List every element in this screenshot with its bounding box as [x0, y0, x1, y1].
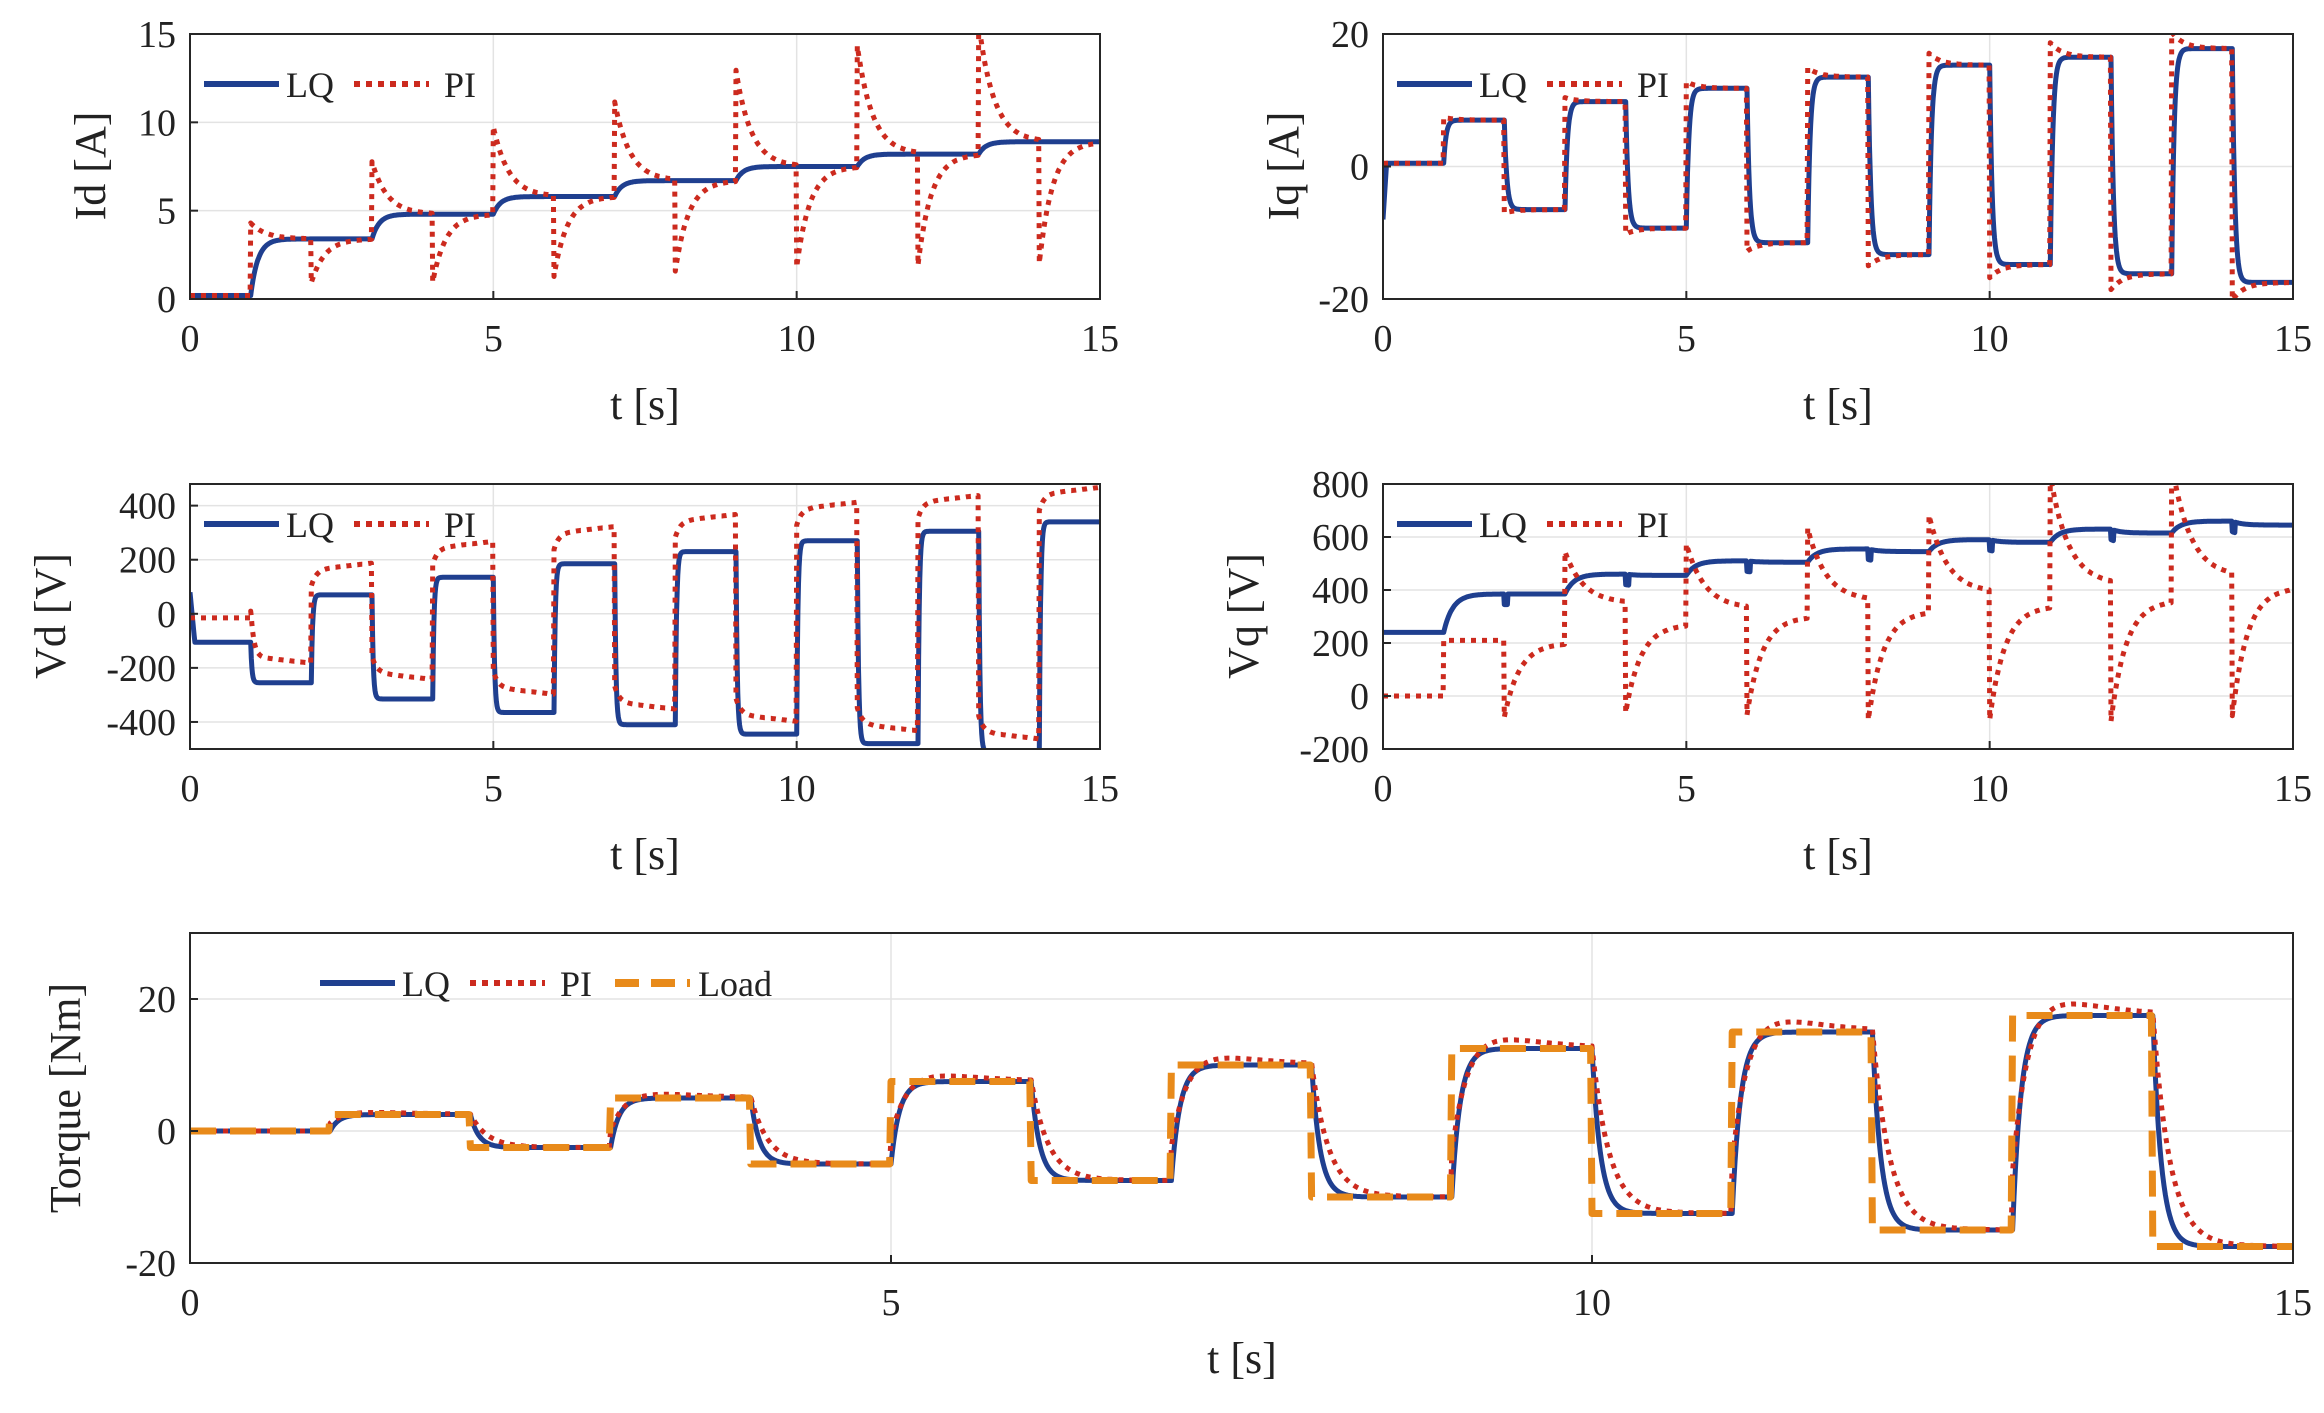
y-tick-label: -20: [1318, 279, 1369, 321]
y-axis-label: Torque [Nm]: [41, 983, 90, 1213]
legend-lq-label: LQ: [286, 65, 334, 105]
legend-pi-label: PI: [444, 505, 476, 545]
series-pi-line: [190, 1001, 2293, 1249]
x-tick-label: 5: [484, 318, 503, 360]
y-tick-label: 0: [157, 1111, 176, 1153]
x-axis-label: t [s]: [1803, 830, 1873, 879]
x-tick-label: 15: [2274, 768, 2312, 810]
x-tick-label: 10: [1971, 318, 2009, 360]
x-tick-label: 5: [882, 1282, 901, 1324]
x-axis-label: t [s]: [1207, 1334, 1277, 1383]
panel-id: 0 5 10 15 0 5 10 15 LQ PI Id [A] t [s]: [66, 14, 1119, 429]
series-pi-line: [1383, 484, 2293, 724]
y-tick-label: 5: [157, 191, 176, 233]
x-tick-label: 10: [1971, 768, 2009, 810]
y-tick-label: 400: [119, 486, 176, 528]
y-tick-label: 0: [1350, 676, 1369, 718]
x-axis-label: t [s]: [610, 380, 680, 429]
series-load-line: [190, 1012, 2293, 1250]
y-tick-label: -400: [106, 702, 176, 744]
series-pi-line: [1383, 34, 2293, 299]
x-tick-label: 5: [484, 768, 503, 810]
legend-lq-label: LQ: [286, 505, 334, 545]
legend-pi-label: PI: [560, 964, 592, 1004]
x-tick-label: 0: [1374, 768, 1393, 810]
y-tick-label: 0: [157, 594, 176, 636]
x-tick-label: 0: [181, 1282, 200, 1324]
y-axis-label: Vd [V]: [26, 553, 75, 679]
y-tick-label: -20: [125, 1243, 176, 1285]
legend-pi-label: PI: [1637, 65, 1669, 105]
y-tick-label: 20: [138, 979, 176, 1021]
legend-lq-label: LQ: [1479, 65, 1527, 105]
x-tick-label: 15: [1081, 318, 1119, 360]
y-tick-label: 15: [138, 14, 176, 56]
legend-pi-label: PI: [1637, 505, 1669, 545]
panel-vd: -400 -200 0 200 400 0 5 10 15 LQ PI Vd [V] t [s…: [26, 483, 1119, 879]
x-tick-label: 15: [2274, 318, 2312, 360]
y-axis-label: Id [A]: [66, 112, 115, 221]
x-tick-label: 10: [778, 318, 816, 360]
x-tick-label: 10: [1573, 1282, 1611, 1324]
legend-lq-label: LQ: [402, 964, 450, 1004]
y-tick-label: 200: [1312, 623, 1369, 665]
x-tick-label: 15: [1081, 768, 1119, 810]
series-lq-line: [190, 519, 1100, 749]
y-axis-label: Vq [V]: [1219, 553, 1268, 679]
y-tick-label: -200: [106, 648, 176, 690]
y-tick-label: 20: [1331, 14, 1369, 56]
y-tick-label: 600: [1312, 517, 1369, 559]
x-tick-label: 0: [181, 768, 200, 810]
y-axis-label: Iq [A]: [1259, 112, 1308, 221]
series-pi-line: [190, 34, 1100, 298]
legend-load-label: Load: [698, 964, 772, 1004]
legend-pi-label: PI: [444, 65, 476, 105]
x-tick-label: 15: [2274, 1282, 2312, 1324]
x-tick-label: 0: [181, 318, 200, 360]
x-axis-label: t [s]: [610, 830, 680, 879]
y-tick-label: 0: [1350, 147, 1369, 189]
series-pi-line: [190, 484, 1100, 742]
x-axis-label: t [s]: [1803, 380, 1873, 429]
series-lq-line: [1383, 518, 2293, 635]
y-tick-label: 0: [157, 279, 176, 321]
y-tick-label: 400: [1312, 570, 1369, 612]
series-lq-line: [190, 139, 1100, 298]
x-tick-label: 0: [1374, 318, 1393, 360]
x-tick-label: 5: [1677, 318, 1696, 360]
x-tick-label: 10: [778, 768, 816, 810]
x-tick-label: 5: [1677, 768, 1696, 810]
y-tick-label: 200: [119, 540, 176, 582]
y-tick-label: 800: [1312, 464, 1369, 506]
y-tick-label: 10: [138, 102, 176, 144]
y-tick-label: -200: [1299, 729, 1369, 771]
legend-lq-label: LQ: [1479, 505, 1527, 545]
